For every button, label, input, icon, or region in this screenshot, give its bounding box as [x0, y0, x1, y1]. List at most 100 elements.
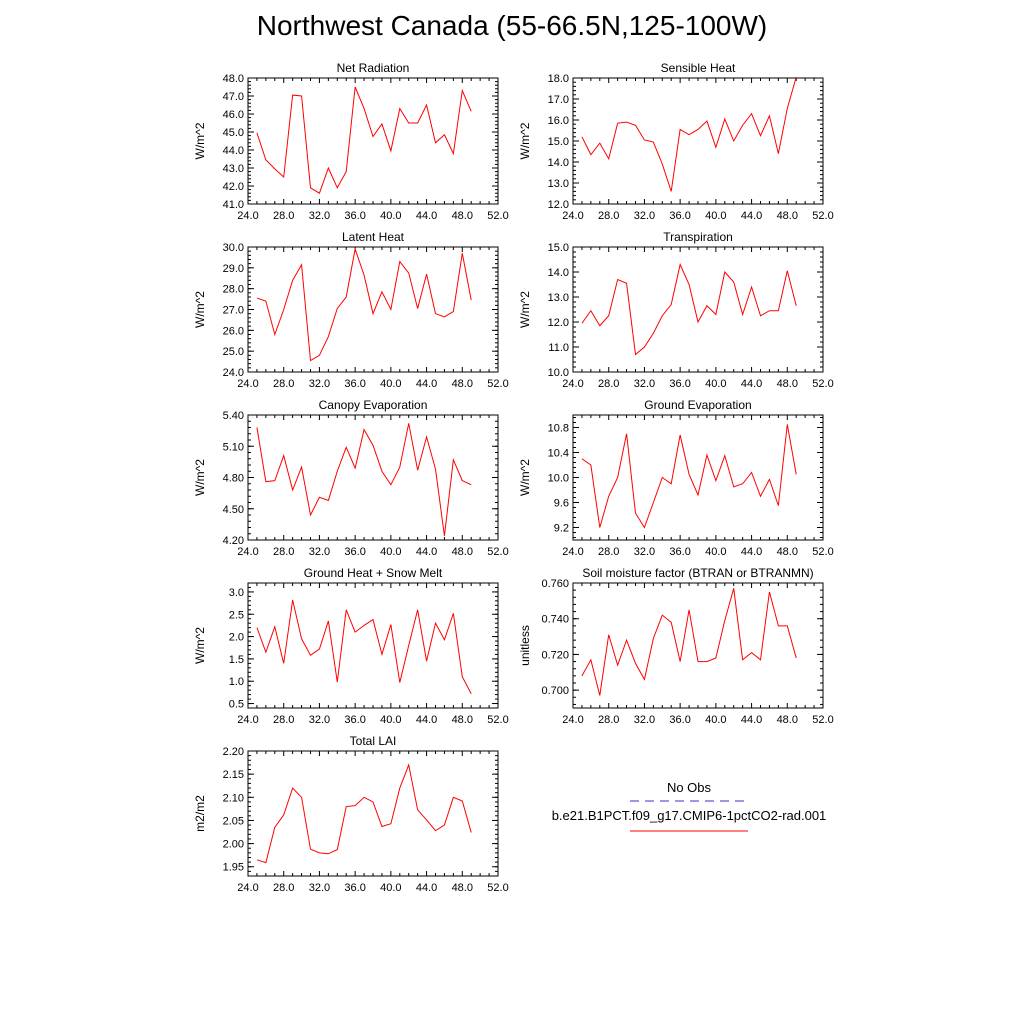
y-tick-label: 27.0 [223, 305, 244, 317]
x-tick-label: 36.0 [669, 546, 690, 558]
y-tick-label: 0.760 [541, 578, 569, 590]
x-tick-label: 36.0 [344, 378, 365, 390]
x-tick-label: 40.0 [705, 210, 726, 222]
y-tick-label: 48.0 [223, 73, 244, 85]
x-tick-label: 32.0 [634, 378, 655, 390]
y-axis-label: W/m^2 [518, 291, 532, 328]
y-axis-label: W/m^2 [193, 291, 207, 328]
x-tick-label: 48.0 [777, 546, 798, 558]
panel-title: Ground Evaporation [644, 398, 751, 412]
chart-panel-2: Sensible Heat W/m^2 24.0 28.0 32.0 36.0 40.0 44… [518, 61, 834, 222]
y-tick-label: 25.0 [223, 346, 244, 358]
x-tick-label: 28.0 [598, 378, 619, 390]
x-tick-label: 40.0 [380, 378, 401, 390]
y-tick-label: 2.5 [229, 609, 244, 621]
x-tick-label: 40.0 [705, 546, 726, 558]
chart-panel-1: Net Radiation W/m^2 24.0 28.0 32.0 36.0 40.0 44… [193, 61, 509, 222]
x-tick-label: 24.0 [237, 714, 258, 726]
series-line [581, 424, 797, 529]
plot-frame [572, 414, 824, 541]
series-line [581, 76, 797, 192]
x-tick-label: 48.0 [452, 378, 473, 390]
y-tick-label: 30.0 [223, 242, 244, 254]
panel-title: Transpiration [663, 230, 733, 244]
x-tick-label: 44.0 [416, 378, 437, 390]
legend-label-obs: No Obs [667, 780, 712, 795]
chart-panel-6: Ground Evaporation W/m^2 24.0 28.0 32.0 36.0 4… [518, 398, 834, 558]
x-tick-label: 32.0 [634, 714, 655, 726]
x-tick-label: 40.0 [380, 714, 401, 726]
y-tick-label: 24.0 [223, 367, 244, 379]
x-tick-label: 40.0 [380, 210, 401, 222]
y-tick-label: 4.20 [223, 535, 244, 547]
y-tick-label: 29.0 [223, 263, 244, 275]
x-tick-label: 24.0 [237, 210, 258, 222]
x-tick-label: 24.0 [562, 210, 583, 222]
series-line [256, 247, 472, 362]
y-tick-label: 2.20 [223, 746, 244, 758]
x-tick-label: 40.0 [705, 714, 726, 726]
y-tick-label: 41.0 [223, 199, 244, 211]
y-axis-label: W/m^2 [193, 122, 207, 159]
y-tick-label: 47.0 [223, 91, 244, 103]
x-tick-label: 52.0 [812, 546, 833, 558]
chart-panel-4: Transpiration W/m^2 24.0 28.0 32.0 36.0 40.0 44… [518, 230, 834, 390]
y-tick-label: 46.0 [223, 109, 244, 121]
x-tick-label: 28.0 [598, 546, 619, 558]
y-tick-label: 43.0 [223, 163, 244, 175]
panel-title: Canopy Evaporation [319, 398, 428, 412]
panel-title: Ground Heat + Snow Melt [304, 566, 443, 580]
plot-frame [572, 582, 824, 709]
y-axis-label: m2/m2 [193, 795, 207, 832]
series-line [581, 262, 797, 356]
panel-title: Latent Heat [342, 230, 405, 244]
y-tick-label: 14.0 [548, 157, 569, 169]
x-tick-label: 52.0 [487, 714, 508, 726]
y-tick-label: 2.0 [229, 632, 244, 644]
y-tick-label: 12.0 [548, 317, 569, 329]
x-tick-label: 52.0 [487, 546, 508, 558]
x-tick-label: 52.0 [487, 882, 508, 894]
y-tick-label: 0.5 [229, 699, 244, 711]
y-tick-label: 15.0 [548, 242, 569, 254]
x-tick-label: 36.0 [669, 378, 690, 390]
y-tick-label: 9.6 [554, 498, 569, 510]
y-axis-label: W/m^2 [518, 459, 532, 496]
y-tick-label: 2.00 [223, 839, 244, 851]
panel-title: Total LAI [350, 734, 397, 748]
y-axis-label: unitless [518, 625, 532, 666]
y-tick-label: 0.740 [541, 614, 569, 626]
y-axis-label: W/m^2 [193, 459, 207, 496]
x-tick-label: 32.0 [309, 882, 330, 894]
chart-panel-7: Ground Heat + Snow Melt W/m^2 24.0 28.0 32.0… [193, 566, 509, 726]
x-tick-label: 24.0 [237, 378, 258, 390]
x-tick-label: 44.0 [741, 546, 762, 558]
x-tick-label: 44.0 [741, 210, 762, 222]
plot-frame [572, 77, 824, 205]
x-tick-label: 36.0 [344, 546, 365, 558]
x-tick-label: 32.0 [309, 714, 330, 726]
y-tick-label: 13.0 [548, 292, 569, 304]
y-tick-label: 0.720 [541, 649, 569, 661]
x-tick-label: 36.0 [344, 882, 365, 894]
x-tick-label: 48.0 [452, 546, 473, 558]
x-tick-label: 24.0 [237, 882, 258, 894]
plot-frame [247, 77, 499, 205]
x-tick-label: 28.0 [273, 882, 294, 894]
series-line [581, 588, 797, 696]
chart-panel-8: Soil moisture factor (BTRAN or BTRANMN) u… [518, 566, 834, 726]
x-tick-label: 28.0 [273, 546, 294, 558]
x-tick-label: 36.0 [669, 714, 690, 726]
y-tick-label: 10.0 [548, 473, 569, 485]
x-tick-label: 44.0 [416, 546, 437, 558]
series-line [256, 86, 472, 194]
page-title: Northwest Canada (55-66.5N,125-100W) [256, 10, 768, 41]
y-axis-label: W/m^2 [518, 122, 532, 159]
y-tick-label: 18.0 [548, 73, 569, 85]
x-tick-label: 40.0 [380, 882, 401, 894]
x-tick-label: 28.0 [273, 210, 294, 222]
x-tick-label: 24.0 [562, 378, 583, 390]
x-tick-label: 44.0 [416, 714, 437, 726]
x-tick-label: 28.0 [273, 714, 294, 726]
y-tick-label: 5.40 [223, 410, 244, 422]
